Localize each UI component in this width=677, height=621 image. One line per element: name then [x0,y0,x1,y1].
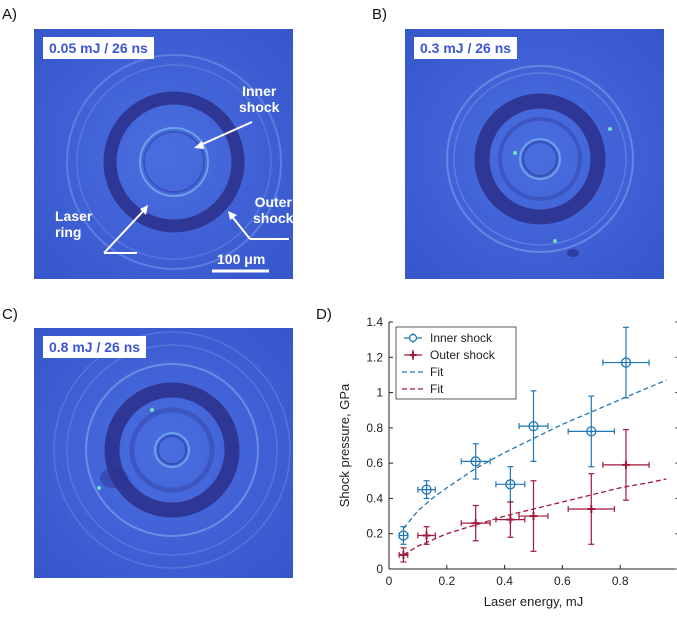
x-tick-label: 0.8 [612,574,629,588]
condition-tag-b: 0.3 mJ / 26 ns [414,37,518,59]
label-outer-shock-a: Outer shock [253,194,293,226]
outer-shock-point [518,480,549,552]
circle-marker [586,426,597,437]
outer-shock-point [602,429,650,501]
x-axis-label: Laser energy, mJ [484,594,583,609]
circle-marker [528,420,539,432]
y-tick-label: 1.4 [366,315,383,329]
circle-marker [398,530,409,541]
y-tick-label: 0 [376,562,383,576]
y-tick-label: 1.2 [366,350,383,364]
inner-shock-point [518,390,549,462]
micrograph-a-rings [34,29,293,279]
panel-letter-b: B) [372,6,387,23]
inner-shock-point [417,480,436,500]
micrograph-b-rings [405,29,664,279]
legend-label: Inner shock [430,331,493,345]
inner-shock-point [460,443,491,480]
scalebar-label-a: 100 μm [217,251,266,267]
panel-letter-d: D) [316,306,332,323]
circle-marker [620,357,632,368]
pressure-chart-svg: 0 0.2 0.4 0.6 0.8 1 1.2 1.4 0 0.2 0.4 0.6 0.8 Laser e… [337,315,677,609]
circle-marker [505,479,516,490]
y-tick-label: 0.2 [366,527,383,541]
outer-shock-point [460,504,491,542]
legend-label: Outer shock [430,348,496,362]
y-tick-label: 0.8 [366,421,383,435]
legend-label: Fit [430,365,444,379]
micrograph-c: 0.8 mJ / 26 ns [34,328,293,578]
inner-shock-point [602,326,650,399]
x-tick-label: 0.2 [438,574,455,588]
micrograph-b: 0.3 mJ / 26 ns [405,29,664,279]
inner-shock-point [567,395,616,468]
outer-shock-point [567,473,616,545]
condition-tag-a: 0.05 mJ / 26 ns [43,37,154,59]
label-laser-ring-a: Laser ring [55,208,93,240]
y-tick-label: 1 [376,386,383,400]
micrograph-c-rings [34,328,293,578]
legend-label: Fit [430,382,444,396]
circle-marker [470,456,481,467]
x-tick-label: 0 [386,574,393,588]
label-inner-shock-a: Inner shock [239,83,280,115]
y-tick-label: 0.4 [366,491,383,505]
inner-shock-point [495,466,526,503]
condition-tag-c: 0.8 mJ / 26 ns [43,336,147,358]
panel-letter-a: A) [2,6,17,23]
legend-swatch-circle [408,333,418,343]
x-tick-label: 0.6 [554,574,571,588]
x-tick-label: 0.4 [496,574,513,588]
fit-line-0 [402,379,667,529]
pressure-chart: 0 0.2 0.4 0.6 0.8 1 1.2 1.4 0 0.2 0.4 0.6 0.8 Laser e… [318,302,677,616]
micrograph-a: 0.05 mJ / 26 ns Inner shock Outer shock … [34,29,293,279]
outer-shock-point [398,547,409,563]
panel-letter-c: C) [2,306,18,323]
inner-shock-point [398,526,409,545]
y-axis-label: Shock pressure, GPa [337,383,352,507]
y-tick-label: 0.6 [366,456,383,470]
outer-shock-point [495,501,526,538]
circle-marker [421,484,432,495]
outer-shock-point [417,526,436,545]
